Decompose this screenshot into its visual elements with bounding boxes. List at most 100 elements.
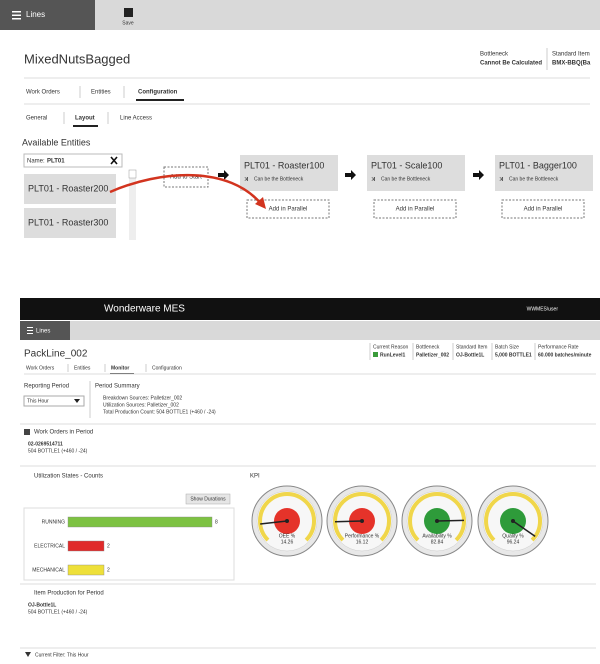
value-label: 8 <box>215 519 218 525</box>
search-value[interactable]: PLT01 <box>47 159 65 165</box>
bottleneck-note: Can be the Bottleneck <box>381 176 431 182</box>
add-parallel-label[interactable]: Add in Parallel <box>396 207 435 213</box>
period-dropdown[interactable] <box>23 395 85 407</box>
info-label: Standard Item <box>456 344 487 350</box>
info-label: Bottleneck <box>480 52 509 58</box>
page-title: MixedNutsBagged <box>24 51 130 66</box>
bar <box>67 540 105 552</box>
dropdown-value[interactable]: This Hour <box>27 398 49 404</box>
info-bar: Current Reason RunLevel1 Bottleneck Palleti… <box>369 343 592 360</box>
gauge-value: 16.12 <box>356 539 369 545</box>
tab[interactable]: Work Orders <box>26 365 55 371</box>
subtab[interactable]: Line Access <box>120 116 152 122</box>
show-durations-button[interactable] <box>185 493 231 505</box>
work-order-count: 504 BOTTLE1 (+460 / -24) <box>28 448 88 454</box>
gauge-needle <box>334 520 363 523</box>
category-label: MECHANICAL <box>32 567 65 573</box>
subtab[interactable]: General <box>26 116 47 122</box>
chart-title: Utilization States - Counts <box>34 474 103 480</box>
entity-name[interactable]: PLT01 - Roaster100 <box>244 160 324 170</box>
gauge-name: OEE % <box>279 533 296 539</box>
user-name[interactable]: WWMES\user <box>527 306 559 312</box>
page-title: PackLine_002 <box>24 349 88 360</box>
add-parallel-box[interactable] <box>501 199 585 219</box>
toolbar <box>20 321 600 340</box>
entity-box[interactable] <box>495 155 593 191</box>
gauge-name: Availability % <box>422 533 452 539</box>
add-parallel-box[interactable] <box>246 199 330 219</box>
entity-box[interactable] <box>240 155 338 191</box>
tab-active[interactable]: Configuration <box>138 90 178 96</box>
section-heading: Item Production for Period <box>34 591 104 597</box>
bottleneck-note: Can be the Bottleneck <box>254 176 304 182</box>
entity-item[interactable] <box>24 208 116 238</box>
filter-label: Current Filter: This Hour <box>35 652 89 658</box>
info-value: Cannot Be Calculated <box>480 61 542 67</box>
work-order-id[interactable]: 02-0269514711 <box>28 441 63 447</box>
gauge-value: 14.26 <box>281 539 294 545</box>
search-field[interactable] <box>23 153 123 168</box>
entity-item[interactable] <box>24 174 116 204</box>
info-label: Standard Item <box>552 52 590 58</box>
save-icon[interactable] <box>124 8 133 17</box>
subtab-active[interactable]: Layout <box>75 116 95 122</box>
info-label: Batch Size <box>495 344 519 350</box>
shuffle-icon: ⤨ <box>244 176 248 182</box>
info-value: 5,000 BOTTLE1 <box>495 352 532 358</box>
info-label: Current Reason <box>373 344 409 350</box>
summary-line: Breakdown Sources: Palletizer_002 <box>103 395 182 401</box>
category-label: RUNNING <box>42 519 65 525</box>
info-label: Performance Rate <box>538 344 579 350</box>
scroll-up[interactable] <box>128 169 137 179</box>
filter-icon <box>25 652 31 657</box>
lines-label[interactable]: Lines <box>26 10 45 19</box>
flow-arrow <box>345 170 356 180</box>
app-header <box>20 298 600 320</box>
gauge-hub <box>285 519 289 523</box>
gauge-band <box>408 491 467 542</box>
gauge-name: Performance % <box>345 533 380 539</box>
value-label: 2 <box>107 567 110 573</box>
add-parallel-label[interactable]: Add in Parallel <box>524 207 563 213</box>
tab-active[interactable]: Monitor <box>111 365 129 371</box>
clear-icon[interactable] <box>110 156 118 165</box>
summary-line: Utilization Sources: Palletizer_002 <box>103 402 179 408</box>
add-parallel-box[interactable] <box>373 199 457 219</box>
add-parallel-label[interactable]: Add in Parallel <box>269 207 308 213</box>
button-label[interactable]: Show Durations <box>190 496 226 502</box>
gauge-value: 96.24 <box>507 539 520 545</box>
drag-arrow-head <box>255 197 266 209</box>
lines-label[interactable]: Lines <box>36 329 50 335</box>
tab[interactable]: Entities <box>74 365 91 371</box>
entity-name[interactable]: PLT01 - Roaster300 <box>28 217 108 227</box>
entity-box[interactable] <box>367 155 465 191</box>
bar <box>67 564 105 576</box>
shuffle-icon: ⤨ <box>371 176 375 182</box>
section-heading: Available Entities <box>22 137 91 147</box>
chart-frame <box>23 507 235 581</box>
scrollbar[interactable] <box>129 170 136 240</box>
entity-name[interactable]: PLT01 - Bagger100 <box>499 160 577 170</box>
lines-button[interactable] <box>20 321 70 340</box>
flow: PLT01 - Roaster100 Can be the Bottleneck ⤨… <box>218 155 593 219</box>
tab[interactable]: Work Orders <box>26 90 60 96</box>
tabs: Work Orders Entities Monitor Configuration <box>26 364 182 375</box>
flow-arrow <box>218 170 229 180</box>
save-label[interactable]: Save <box>122 20 134 26</box>
section-heading: Period Summary <box>95 384 140 390</box>
status-icon <box>373 352 378 357</box>
tab[interactable]: Configuration <box>152 365 182 371</box>
section-icon <box>24 429 30 435</box>
dropdown-caret[interactable] <box>74 399 80 403</box>
section-heading: Reporting Period <box>24 384 69 390</box>
gauge-needle <box>512 520 536 538</box>
app-title: Wonderware MES <box>104 304 185 315</box>
entity-name[interactable]: PLT01 - Scale100 <box>371 160 442 170</box>
summary-line: Total Production Count: 504 BOTTLE1 (+46… <box>103 409 216 415</box>
flow-arrow <box>473 170 484 180</box>
bar <box>67 516 213 528</box>
add-to-start-label[interactable]: Add to Start <box>170 175 202 181</box>
tab[interactable]: Entities <box>91 90 111 96</box>
bottleneck-note: Can be the Bottleneck <box>509 176 559 182</box>
entity-name[interactable]: PLT01 - Roaster200 <box>28 183 108 193</box>
